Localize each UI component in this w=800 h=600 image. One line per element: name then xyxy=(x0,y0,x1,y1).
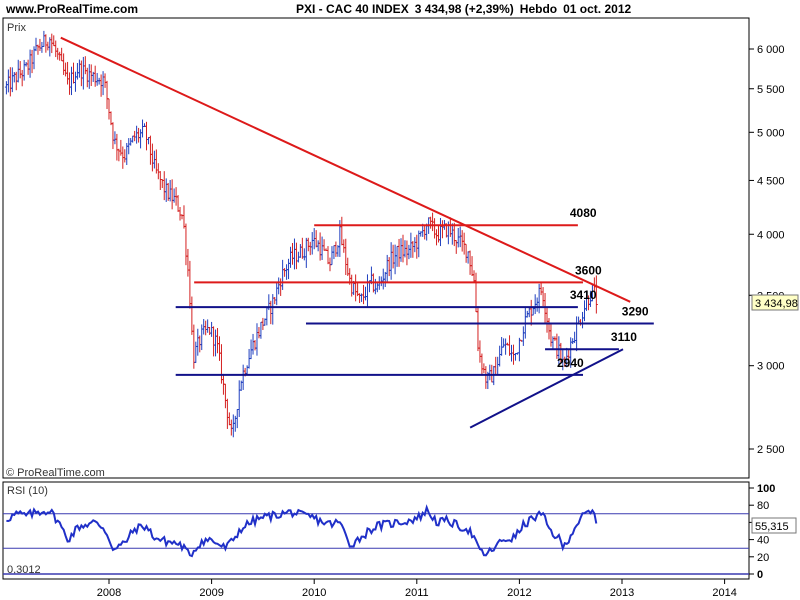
level-label-3290: 3290 xyxy=(622,305,649,319)
price-tick-label: 4 000 xyxy=(757,229,785,241)
price-tick-label: 6 000 xyxy=(757,44,785,56)
instrument-name: PXI - CAC 40 INDEX xyxy=(296,2,409,16)
price-tick-label: 3 000 xyxy=(757,361,785,373)
rsi-tick-label: 100 xyxy=(757,483,775,495)
price-bars xyxy=(4,30,598,438)
downtrend-line xyxy=(60,36,631,303)
level-label-3410: 3410 xyxy=(570,288,597,302)
rsi-value-tag-text: 55,315 xyxy=(755,521,789,533)
x-tick-label: 2012 xyxy=(507,587,531,599)
level-lines: 4080 3600 3410 3290 3110 2940 xyxy=(60,36,654,429)
rsi-bottom-value: 0,3012 xyxy=(7,564,41,576)
last-value: 3 434,98 (+2,39%) xyxy=(414,2,514,16)
rsi-panel xyxy=(2,481,750,580)
price-tick-label: 5 500 xyxy=(757,84,785,96)
price-tick-label: 4 500 xyxy=(757,175,785,187)
x-tick-label: 2009 xyxy=(199,587,223,599)
last-price-tag: 3 434,98 xyxy=(751,294,799,311)
rsi-panel-label: RSI (10) xyxy=(7,485,48,497)
x-tick-label: 2014 xyxy=(712,587,736,599)
watermark: © ProRealTime.com xyxy=(6,467,105,479)
last-price-tag-text: 3 434,98 xyxy=(755,298,798,310)
price-panel xyxy=(2,17,750,479)
level-label-3110: 3110 xyxy=(611,330,637,344)
chart-title: PXI - CAC 40 INDEX 3 434,98 (+2,39%) Hebdo… xyxy=(296,2,637,16)
level-label-3600: 3600 xyxy=(575,263,602,277)
uptrend-line xyxy=(469,348,624,429)
x-tick-label: 2011 xyxy=(405,587,429,599)
x-tick-label: 2008 xyxy=(97,587,121,599)
x-axis: 2008 2009 2010 2011 2012 2013 2014 xyxy=(97,579,737,599)
rsi-line xyxy=(6,504,598,558)
x-tick-label: 2013 xyxy=(610,587,634,599)
rsi-tick-label: 80 xyxy=(757,500,769,512)
date-label: 01 oct. 2012 xyxy=(563,2,632,16)
rsi-tick-label: 20 xyxy=(757,552,769,564)
rsi-line-group xyxy=(6,504,598,558)
price-panel-label: Prix xyxy=(7,22,26,34)
rsi-y-axis: 100806040200 xyxy=(749,483,775,581)
period-label: Hebdo xyxy=(519,2,558,16)
price-tick-label: 2 500 xyxy=(757,444,785,456)
price-tick-label: 5 000 xyxy=(757,127,785,139)
rsi-value-tag: 55,315 xyxy=(751,517,797,534)
rsi-tick-label: 0 xyxy=(757,569,763,581)
chart-header: www.ProRealTime.com PXI - CAC 40 INDEX 3 … xyxy=(0,0,800,18)
x-tick-label: 2010 xyxy=(302,587,326,599)
level-label-4080: 4080 xyxy=(570,206,597,220)
site-link[interactable]: www.ProRealTime.com xyxy=(6,2,139,16)
rsi-tick-label: 40 xyxy=(757,535,769,547)
level-label-2940: 2940 xyxy=(557,356,584,370)
rsi-guides xyxy=(3,513,749,575)
